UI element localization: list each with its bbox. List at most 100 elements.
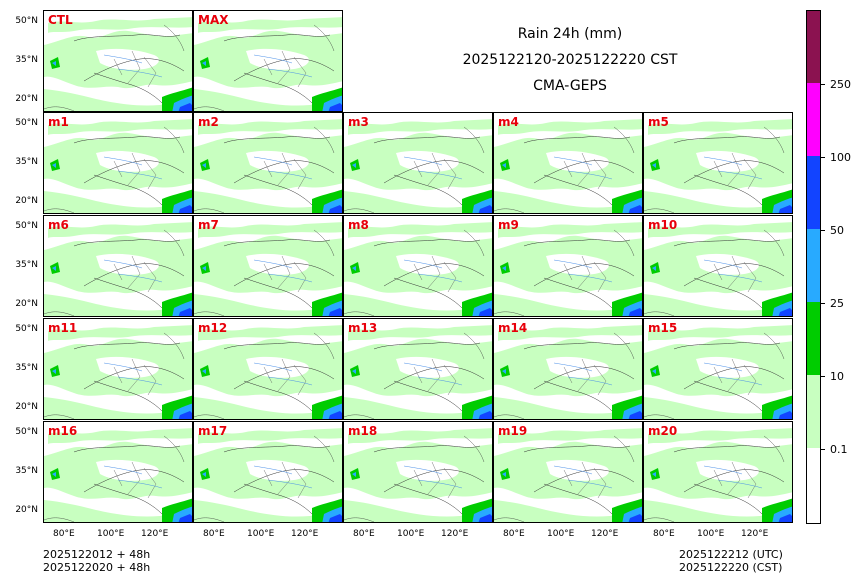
longitude-tick-label: 100°E — [397, 529, 425, 539]
map-panel: m19 — [493, 421, 643, 523]
latitude-tick-label: 20°N — [15, 299, 38, 309]
map-panel: m2 — [193, 112, 343, 214]
longitude-tick-label: 80°E — [503, 529, 525, 539]
colorbar-tick — [821, 449, 825, 450]
chart-model-name: CMA-GEPS — [533, 78, 607, 94]
colorbar-segment-50-100 — [807, 156, 820, 229]
colorbar-label-25: 25 — [830, 297, 844, 310]
map-panel: m14 — [493, 318, 643, 420]
panel-label: m11 — [48, 321, 78, 335]
longitude-tick-label: 100°E — [697, 529, 725, 539]
map-panel: m7 — [193, 215, 343, 317]
colorbar — [806, 10, 821, 524]
map-panel: m16 — [43, 421, 193, 523]
precip-map — [494, 119, 642, 213]
map-panel: m15 — [643, 318, 793, 420]
precip-map — [644, 428, 792, 522]
map-panel: m17 — [193, 421, 343, 523]
longitude-tick-label: 120°E — [291, 529, 319, 539]
precip-map — [344, 428, 492, 522]
colorbar-segment-0.1-10 — [807, 375, 820, 448]
map-panel: m6 — [43, 215, 193, 317]
precip-map — [44, 119, 192, 213]
panel-label: m3 — [348, 115, 369, 129]
precip-map — [644, 222, 792, 316]
map-panel: m13 — [343, 318, 493, 420]
map-panel: m8 — [343, 215, 493, 317]
latitude-tick-label: 20°N — [15, 402, 38, 412]
colorbar-segment-250plus — [807, 11, 820, 83]
longitude-tick-label: 120°E — [141, 529, 169, 539]
latitude-tick-label: 35°N — [15, 466, 38, 476]
longitude-tick-label: 120°E — [741, 529, 769, 539]
chart-title: Rain 24h (mm) — [517, 26, 623, 42]
precip-map — [44, 222, 192, 316]
panel-label: m13 — [348, 321, 378, 335]
colorbar-segment-0-0.1 — [807, 448, 820, 523]
map-panel: MAX — [193, 10, 343, 112]
precip-map — [494, 428, 642, 522]
latitude-tick-label: 20°N — [15, 196, 38, 206]
map-panel: m5 — [643, 112, 793, 214]
map-panel: m20 — [643, 421, 793, 523]
longitude-tick-label: 80°E — [653, 529, 675, 539]
latitude-tick-label: 50°N — [15, 427, 38, 437]
precip-map — [194, 222, 342, 316]
panel-label: m5 — [648, 115, 669, 129]
latitude-tick-label: 35°N — [15, 157, 38, 167]
map-panel: m10 — [643, 215, 793, 317]
panel-label: m8 — [348, 218, 369, 232]
latitude-tick-label: 50°N — [15, 16, 38, 26]
precip-map — [44, 428, 192, 522]
latitude-tick-label: 35°N — [15, 55, 38, 65]
panel-label: m7 — [198, 218, 219, 232]
longitude-tick-label: 100°E — [247, 529, 275, 539]
latitude-tick-label: 50°N — [15, 118, 38, 128]
colorbar-tick — [821, 84, 825, 85]
footer-left-line2: 2025122020 + 48h — [43, 561, 151, 574]
footer-right-line1: 2025122212 (UTC) — [679, 548, 783, 561]
colorbar-label-250: 250 — [830, 78, 851, 91]
precip-map — [344, 119, 492, 213]
panel-label: m9 — [498, 218, 519, 232]
colorbar-label-0.1: 0.1 — [830, 443, 848, 456]
precip-map — [44, 325, 192, 419]
panel-label: m16 — [48, 424, 78, 438]
precip-map — [194, 428, 342, 522]
panel-label: m2 — [198, 115, 219, 129]
precip-map — [494, 222, 642, 316]
panel-label: m1 — [48, 115, 69, 129]
precip-map — [644, 119, 792, 213]
map-panel: m4 — [493, 112, 643, 214]
precip-map — [344, 222, 492, 316]
colorbar-label-50: 50 — [830, 224, 844, 237]
longitude-tick-label: 120°E — [591, 529, 619, 539]
longitude-tick-label: 80°E — [353, 529, 375, 539]
longitude-tick-label: 120°E — [441, 529, 469, 539]
map-panel: m9 — [493, 215, 643, 317]
footer-left-line1: 2025122012 + 48h — [43, 548, 151, 561]
precip-map — [644, 325, 792, 419]
colorbar-tick — [821, 230, 825, 231]
panel-label: m15 — [648, 321, 678, 335]
latitude-tick-label: 35°N — [15, 260, 38, 270]
panel-label: m12 — [198, 321, 228, 335]
longitude-tick-label: 80°E — [203, 529, 225, 539]
colorbar-label-100: 100 — [830, 151, 851, 164]
precip-map — [344, 325, 492, 419]
map-panel: m3 — [343, 112, 493, 214]
latitude-tick-label: 35°N — [15, 363, 38, 373]
colorbar-label-10: 10 — [830, 370, 844, 383]
map-panel: m12 — [193, 318, 343, 420]
colorbar-segment-25-50 — [807, 229, 820, 302]
map-panel: CTL — [43, 10, 193, 112]
panel-label: m10 — [648, 218, 678, 232]
chart-time-range: 2025122120-2025122220 CST — [462, 52, 678, 68]
panel-label: m17 — [198, 424, 228, 438]
precip-map — [194, 325, 342, 419]
latitude-tick-label: 20°N — [15, 505, 38, 515]
longitude-tick-label: 80°E — [53, 529, 75, 539]
footer-init-time: 2025122012 + 48h 2025122020 + 48h — [43, 548, 150, 574]
panel-label: MAX — [198, 13, 229, 27]
